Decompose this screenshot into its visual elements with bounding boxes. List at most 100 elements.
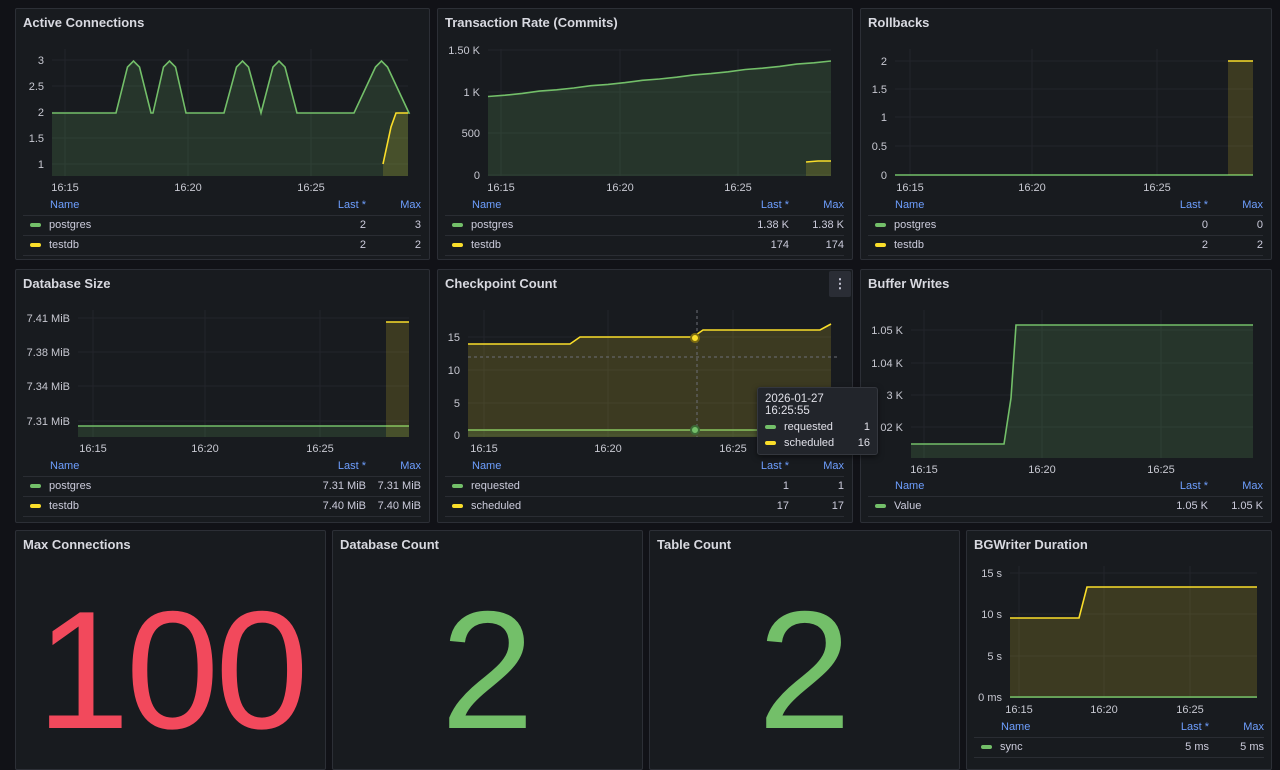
rollbacks-chart[interactable]: 2 1.5 1 0.5 0 16:15 16:20 16:25 [861, 9, 1272, 194]
panel-active-connections[interactable]: Active Connections 3 2.5 2 1.5 1 16:15 16:20 16… [15, 8, 430, 260]
postgres-line [52, 59, 411, 117]
buffer-writes-chart[interactable]: 1.05 K 1.04 K 3 K 02 K 16:15 16:20 16:25 [861, 270, 1272, 477]
panel-database-size[interactable]: Database Size 7.41 MiB 7.38 MiB 7.34 MiB 7.… [15, 269, 430, 523]
legend-row[interactable]: Value 1.05 K 1.05 K [868, 496, 1263, 517]
panel-rollbacks[interactable]: Rollbacks 2 1.5 1 0.5 0 16:15 16:20 16:25 Name L… [860, 8, 1272, 260]
y-tick-label: 0 ms [978, 692, 1002, 704]
postgres-area [78, 426, 409, 437]
legend-header-max[interactable]: Max [823, 199, 844, 211]
legend-row[interactable]: sync 5 ms 5 ms [974, 737, 1264, 758]
x-tick-label: 16:25 [1176, 704, 1204, 716]
legend-row[interactable]: testdb 2 2 [23, 235, 421, 256]
testdb-area [383, 113, 408, 176]
database-size-chart[interactable]: 7.41 MiB 7.38 MiB 7.34 MiB 7.31 MiB 16:15 16:… [16, 270, 430, 457]
legend-header-max[interactable]: Max [400, 460, 421, 472]
legend-max-value: 1.38 K [812, 219, 844, 231]
y-tick-label: 500 [462, 128, 480, 140]
legend-row[interactable]: postgres 0 0 [868, 215, 1263, 236]
legend-last-value: 2 [1201, 239, 1208, 251]
legend-series: scheduled [445, 500, 729, 512]
requested-area [468, 430, 831, 437]
tooltip-series-name: scheduled [784, 437, 835, 449]
tooltip-series-name: requested [784, 421, 833, 433]
legend-series-name: testdb [471, 239, 501, 251]
legend-header-name: Name [23, 460, 306, 472]
legend-row[interactable]: postgres 7.31 MiB 7.31 MiB [23, 476, 421, 497]
series-swatch [30, 504, 41, 508]
legend-header-max[interactable]: Max [1242, 480, 1263, 492]
x-tick-label: 16:15 [1005, 704, 1033, 716]
legend-max-value: 174 [825, 239, 844, 251]
legend-header-name-text[interactable]: Name [1001, 721, 1031, 733]
y-tick-label: 0 [881, 170, 887, 182]
legend-header-name-text[interactable]: Name [895, 480, 925, 492]
x-tick-label: 16:15 [51, 182, 79, 194]
panel-max-connections[interactable]: Max Connections 100 [15, 530, 326, 770]
active-connections-chart[interactable]: 3 2.5 2 1.5 1 16:15 16:20 16:25 [16, 9, 430, 194]
legend-header-last[interactable]: Last * [337, 199, 366, 211]
legend-last-value: 1.38 K [757, 219, 789, 231]
legend-row[interactable]: scheduled 17 17 [445, 496, 844, 517]
legend-row[interactable]: testdb 7.40 MiB 7.40 MiB [23, 496, 421, 517]
legend-header-name-text[interactable]: Name [895, 199, 925, 211]
legend-header-last[interactable]: Last * [760, 460, 789, 472]
legend-max-value: 7.40 MiB [377, 500, 421, 512]
legend-max-value: 7.31 MiB [377, 480, 421, 492]
legend-header-max[interactable]: Max [1242, 199, 1263, 211]
legend-header-name-text[interactable]: Name [472, 460, 502, 472]
legend-header-last[interactable]: Last * [1180, 721, 1209, 733]
panel-bgwriter-duration[interactable]: BGWriter Duration 15 s 10 s 5 s 0 ms 16:15 16… [966, 530, 1272, 770]
x-tick-label: 16:25 [719, 443, 747, 455]
legend-series: postgres [23, 219, 306, 231]
y-tick-label: 0.5 [872, 141, 887, 153]
legend-series-name: Value [894, 500, 922, 512]
value-line [911, 324, 1253, 445]
panel-title: Database Count [340, 537, 439, 552]
legend-series-name: sync [1000, 741, 1023, 753]
legend-row[interactable]: postgres 2 3 [23, 215, 421, 236]
testdb-area [386, 322, 409, 437]
panel-table-count[interactable]: Table Count 2 [649, 530, 960, 770]
legend-row[interactable]: requested 1 1 [445, 476, 844, 497]
legend-row[interactable]: postgres 1.38 K 1.38 K [445, 215, 844, 236]
legend-series-name: postgres [49, 480, 92, 492]
series-swatch [875, 223, 886, 227]
legend-header: Name Last * Max [868, 195, 1263, 216]
y-tick-label: 0 [454, 430, 460, 442]
transaction-rate-chart[interactable]: 1.50 K 1 K 500 0 16:15 16:20 16:25 [438, 9, 853, 194]
legend-header-last[interactable]: Last * [760, 199, 789, 211]
panel-transaction-rate[interactable]: Transaction Rate (Commits) 1.50 K 1 K 500 0… [437, 8, 853, 260]
legend-header-max[interactable]: Max [400, 199, 421, 211]
legend-header-name-text[interactable]: Name [50, 199, 80, 211]
panel-menu-button[interactable]: ⋮ [829, 271, 851, 297]
stat-value: 2 [440, 576, 535, 764]
legend-max-value: 1.05 K [1231, 500, 1263, 512]
x-tick-label: 16:20 [1028, 464, 1056, 476]
postgres-area [52, 61, 409, 176]
testdb-line [805, 160, 831, 163]
legend-header-max[interactable]: Max [823, 460, 844, 472]
legend-row[interactable]: testdb 2 2 [868, 235, 1263, 256]
legend-header-name-text[interactable]: Name [472, 199, 502, 211]
legend-row[interactable]: testdb 174 174 [445, 235, 844, 256]
legend-header-last[interactable]: Last * [1179, 480, 1208, 492]
legend-header-name-text[interactable]: Name [50, 460, 80, 472]
x-tick-label: 16:20 [174, 182, 202, 194]
legend-header-max[interactable]: Max [1243, 721, 1264, 733]
x-tick-label: 16:15 [910, 464, 938, 476]
legend-last-value: 7.40 MiB [322, 500, 366, 512]
panel-buffer-writes[interactable]: Buffer Writes 1.05 K 1.04 K 3 K 02 K 16:15 16… [860, 269, 1272, 523]
legend-header-name: Name [445, 460, 729, 472]
y-tick-label: 7.34 MiB [27, 381, 70, 393]
legend-series: requested [445, 480, 729, 492]
x-tick-label: 16:15 [487, 182, 515, 194]
legend-header-last[interactable]: Last * [337, 460, 366, 472]
panel-database-count[interactable]: Database Count 2 [332, 530, 643, 770]
legend-header-last[interactable]: Last * [1179, 199, 1208, 211]
x-tick-label: 16:25 [1143, 182, 1171, 194]
testdb-line [382, 112, 408, 165]
series-swatch [981, 745, 992, 749]
x-tick-label: 16:25 [306, 443, 334, 455]
legend-max-value: 0 [1256, 219, 1263, 231]
